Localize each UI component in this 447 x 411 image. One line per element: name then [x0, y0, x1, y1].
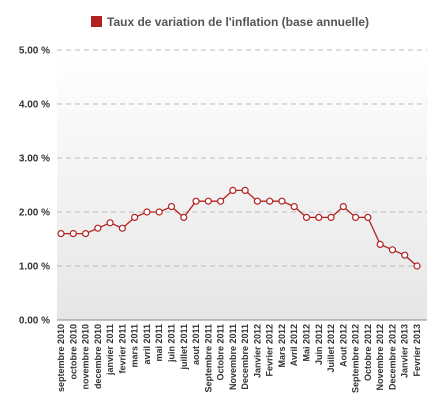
x-tick-label: octobre 2010 [68, 324, 78, 380]
x-tick-label: avril 2011 [142, 324, 152, 365]
data-point[interactable] [413, 262, 421, 270]
data-point[interactable] [364, 213, 372, 221]
x-tick-label: Mai 2012 [302, 324, 312, 362]
x-tick-label: mars 2011 [130, 324, 140, 368]
y-tick-label: 4.00 % [19, 100, 50, 111]
data-point[interactable] [118, 224, 126, 232]
x-tick-label: aout 2011 [191, 324, 201, 365]
x-tick-label: Decembre 2011 [240, 324, 250, 390]
data-point[interactable] [401, 251, 409, 259]
series-inflation [57, 186, 421, 270]
x-tick-label: Octobre 2011 [216, 324, 226, 381]
x-tick-label: Novembre 2011 [228, 324, 238, 390]
data-point[interactable] [339, 203, 347, 211]
data-point[interactable] [180, 213, 188, 221]
data-point[interactable] [229, 186, 237, 194]
data-point[interactable] [216, 197, 225, 205]
x-tick-label: Mars 2012 [277, 324, 287, 368]
data-point[interactable] [94, 224, 102, 232]
legend[interactable]: Taux de variation de l'inflation (base a… [91, 15, 369, 29]
x-tick-label: Juin 2012 [314, 324, 324, 365]
legend-label: Taux de variation de l'inflation (base a… [107, 15, 369, 29]
x-tick-label: Janvier 2012 [252, 324, 262, 378]
data-point[interactable] [69, 230, 77, 238]
data-point[interactable] [278, 197, 286, 205]
data-point[interactable] [57, 230, 65, 238]
data-point[interactable] [388, 246, 397, 254]
data-point[interactable] [143, 208, 151, 216]
gridlines [57, 49, 427, 321]
data-point[interactable] [155, 208, 163, 216]
data-point[interactable] [192, 197, 200, 205]
data-point[interactable] [302, 213, 311, 221]
y-tick-label: 3.00 % [19, 154, 50, 165]
data-point[interactable] [266, 197, 274, 205]
x-tick-label: mai 2011 [154, 324, 164, 362]
x-tick-label: decembre 2010 [93, 324, 103, 389]
x-tick-label: Fevrier 2013 [412, 324, 422, 377]
y-tick-label: 1.00 % [19, 262, 50, 273]
data-point[interactable] [131, 213, 139, 221]
x-tick-label: Fevrier 2012 [265, 324, 275, 377]
data-point[interactable] [352, 213, 360, 221]
plot-area [57, 50, 427, 320]
data-point[interactable] [327, 213, 335, 221]
x-tick-label: juillet 2011 [179, 324, 189, 371]
legend-swatch [91, 16, 102, 27]
data-point[interactable] [376, 240, 384, 248]
x-tick-label: Juillet 2012 [326, 324, 336, 373]
x-tick-label: janvier 2011 [105, 324, 115, 376]
x-tick-label: Avril 2012 [289, 324, 299, 366]
data-point[interactable] [290, 203, 298, 211]
data-point[interactable] [315, 213, 323, 221]
x-tick-label: septembre 2010 [56, 324, 66, 392]
data-point[interactable] [253, 197, 262, 205]
x-tick-label: Decembre 2012 [387, 324, 397, 390]
data-point[interactable] [204, 197, 212, 205]
y-axis: 0.00 % 1.00 % 2.00 % 3.00 % 4.00 % 5.00 % [19, 46, 50, 327]
x-tick-label: Aout 2012 [338, 324, 348, 367]
data-point[interactable] [241, 186, 249, 194]
data-point[interactable] [81, 230, 90, 238]
y-tick-label: 2.00 % [19, 208, 50, 219]
x-tick-label: juin 2011 [166, 324, 176, 363]
x-tick-label: fevrier 2011 [117, 324, 127, 374]
y-tick-label: 0.00 % [19, 316, 50, 327]
x-tick-label: Septembre 2012 [351, 324, 361, 393]
x-tick-label: novembre 2010 [81, 324, 91, 390]
x-tick-label: Janvier 2013 [400, 324, 410, 378]
x-tick-label: Octobre 2012 [363, 324, 373, 381]
x-tick-label: Septembre 2011 [203, 324, 213, 393]
y-tick-label: 5.00 % [19, 46, 50, 57]
x-axis: septembre 2010 octobre 2010 novembre 2010 d… [56, 324, 422, 393]
x-tick-label: Novembre 2012 [375, 324, 385, 391]
data-point[interactable] [106, 219, 114, 227]
data-point[interactable] [167, 203, 176, 211]
